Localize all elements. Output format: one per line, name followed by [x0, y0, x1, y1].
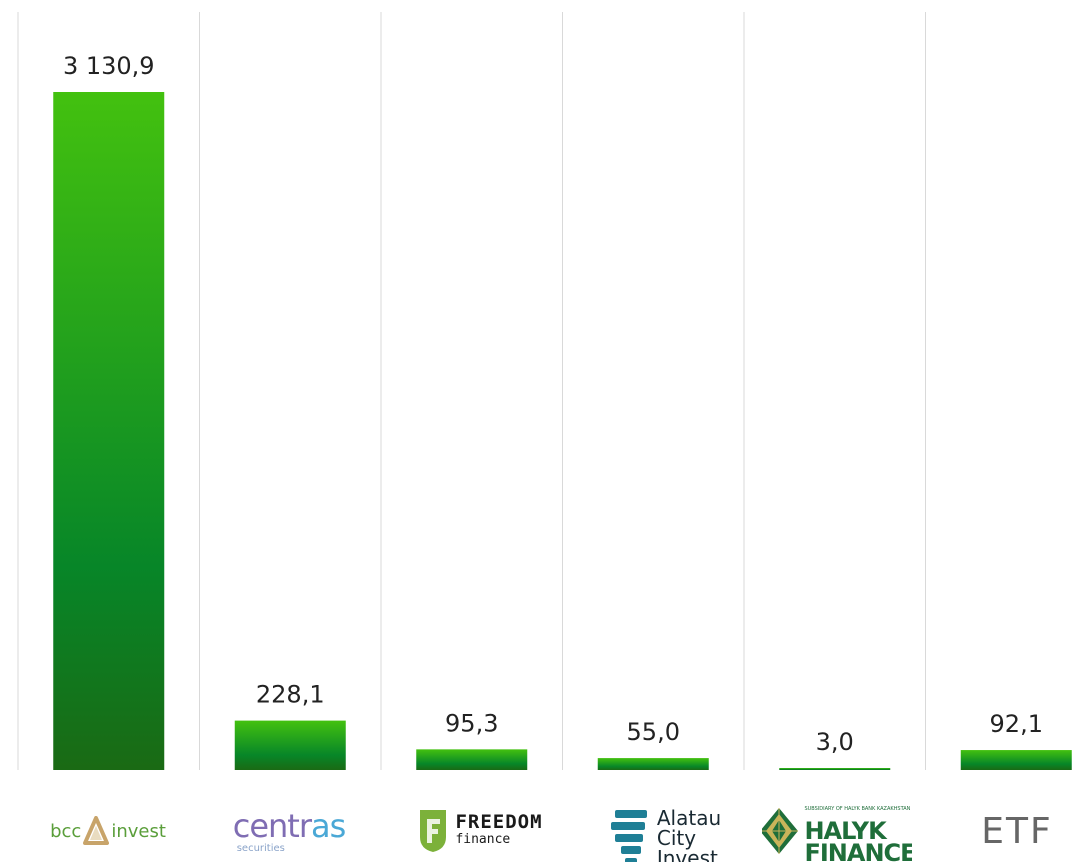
category-separators — [17, 12, 926, 770]
halyk-word: HALYK — [804, 817, 886, 845]
invest-text: invest — [111, 820, 166, 842]
alatau-word: Alatau — [656, 806, 722, 830]
bar-series — [53, 92, 1072, 770]
bar — [234, 720, 346, 770]
bar-value-label: 55,0 — [627, 718, 680, 746]
bar — [960, 750, 1072, 770]
logo-etf: ETF — [942, 800, 1089, 862]
bar-value-label: 228,1 — [256, 681, 325, 709]
centras-head: centr — [232, 806, 312, 845]
bar — [597, 758, 709, 770]
bar-value-label: 92,1 — [990, 710, 1043, 738]
bcc-text: bcc — [50, 820, 82, 842]
logo-halyk-finance: SUBSIDIARY OF HALYK BANK KAZAKHSTAN HALY… — [762, 800, 912, 862]
logo-centras-securities: centras securities — [214, 800, 364, 862]
logo-freedom-finance: FREEDOM finance — [406, 800, 556, 862]
city-word: City — [656, 826, 697, 850]
bar — [53, 92, 165, 770]
logo-alatau-city-invest: Alatau City Invest — [590, 800, 740, 862]
bar — [779, 768, 891, 770]
invest-word: Invest — [656, 846, 718, 862]
centras-sub: securities — [236, 842, 285, 854]
freedom-word: FREEDOM — [455, 811, 543, 833]
halyk-emblem-icon — [762, 808, 799, 854]
finance-word-halyk: FINANCE — [804, 839, 912, 862]
halyk-tagline: SUBSIDIARY OF HALYK BANK KAZAKHSTAN — [804, 806, 911, 812]
bcc-triangle-icon — [83, 816, 110, 845]
bar — [416, 749, 528, 770]
bar-value-label: 95,3 — [445, 709, 498, 737]
freedom-shield-icon — [420, 810, 447, 852]
finance-word: finance — [455, 832, 511, 847]
bar-value-label: 3,0 — [816, 728, 854, 756]
etf-text: ETF — [981, 810, 1053, 852]
logo-bcc-invest: bcc invest — [33, 800, 183, 862]
alatau-mark-icon — [610, 810, 647, 862]
bar-value-label: 3 130,9 — [63, 52, 155, 80]
centras-tail: as — [310, 806, 346, 845]
value-labels: 3 130,9 228,1 95,3 55,0 3,0 92,1 — [63, 52, 1043, 756]
